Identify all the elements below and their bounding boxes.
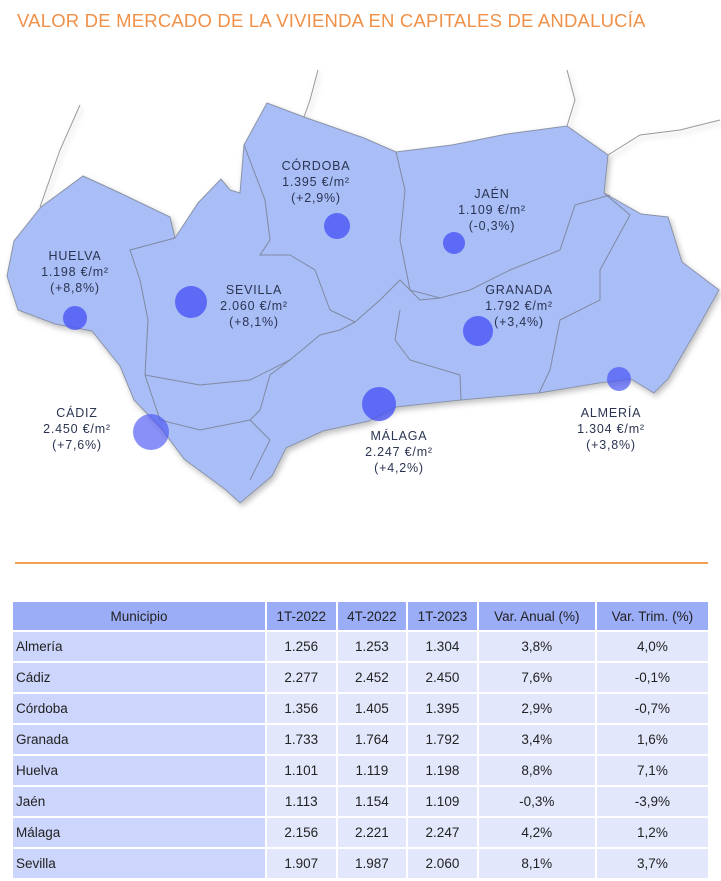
cell-municipio: Málaga [13,818,265,847]
cell-value: 1,2% [596,818,708,847]
cell-municipio: Almería [13,632,265,661]
cell-value: 2.060 [408,849,477,878]
cell-value: 7,6% [478,663,595,692]
label-sevilla: SEVILLA 2.060 €/m² (+8,1%) [220,283,288,329]
price-table: Municipio 1T-2022 4T-2022 1T-2023 Var. A… [11,600,710,880]
cell-value: 1.907 [267,849,336,878]
cell-value: 2.247 [408,818,477,847]
cell-value: 1.154 [337,787,407,816]
cell-value: 1.198 [408,756,477,785]
cell-value: 4,2% [478,818,595,847]
cell-value: 4,0% [596,632,708,661]
label-cordoba: CÓRDOBA 1.395 €/m² (+2,9%) [281,159,351,205]
label-cadiz: CÁDIZ 2.450 €/m² (+7,6%) [43,406,111,452]
label-granada: GRANADA 1.792 €/m² (+3,4%) [485,283,553,329]
divider [15,562,708,564]
province-borders [129,144,631,481]
marker-jaen [443,232,465,254]
label-malaga: MÁLAGA 2.247 €/m² (+4,2%) [365,429,433,475]
page-title: VALOR DE MERCADO DE LA VIVIENDA EN CAPIT… [17,10,646,31]
label-huelva: HUELVA 1.198 €/m² (+8,8%) [41,249,109,295]
cell-municipio: Córdoba [13,694,265,723]
andalucia-region [6,102,720,504]
col-header: Var. Trim. (%) [596,602,708,630]
cell-value: 2.450 [408,663,477,692]
cell-value: -0,1% [596,663,708,692]
label-almeria: ALMERÍA 1.304 €/m² (+3,8%) [577,406,645,452]
cell-value: 1.733 [267,725,336,754]
cell-value: 8,8% [478,756,595,785]
cell-value: 1.256 [267,632,336,661]
neighbor-borders [39,69,721,208]
cell-municipio: Jaén [13,787,265,816]
table-header: Municipio 1T-2022 4T-2022 1T-2023 Var. A… [13,602,708,630]
marker-almeria [607,367,631,391]
col-header: Municipio [13,602,265,630]
cell-value: 2,9% [478,694,595,723]
cell-value: -0,3% [478,787,595,816]
cell-value: 1.253 [337,632,407,661]
cell-value: 1.109 [408,787,477,816]
marker-huelva [63,306,87,330]
cell-value: 3,7% [596,849,708,878]
cell-value: 2.156 [267,818,336,847]
table-row: Cádiz 2.277 2.452 2.450 7,6% -0,1% [13,663,708,692]
cell-value: 8,1% [478,849,595,878]
cell-value: 1.113 [267,787,336,816]
cell-municipio: Sevilla [13,849,265,878]
cell-value: 1.792 [408,725,477,754]
cell-value: 2.277 [267,663,336,692]
table-row: Huelva 1.101 1.119 1.198 8,8% 7,1% [13,756,708,785]
cell-value: 1,6% [596,725,708,754]
andalucia-map [6,69,721,504]
table-row: Almería 1.256 1.253 1.304 3,8% 4,0% [13,632,708,661]
table-row: Jaén 1.113 1.154 1.109 -0,3% -3,9% [13,787,708,816]
marker-sevilla [175,286,207,318]
label-jaen: JAÉN 1.109 €/m² (-0,3%) [458,187,526,233]
cell-value: 1.356 [267,694,336,723]
cell-value: -3,9% [596,787,708,816]
cell-municipio: Granada [13,725,265,754]
cell-value: 1.304 [408,632,477,661]
cell-value: 1.101 [267,756,336,785]
col-header: Var. Anual (%) [478,602,595,630]
cell-value: 3,4% [478,725,595,754]
cell-value: 3,8% [478,632,595,661]
cell-municipio: Huelva [13,756,265,785]
cell-value: -0,7% [596,694,708,723]
cell-value: 1.987 [337,849,407,878]
cell-value: 2.452 [337,663,407,692]
cell-value: 7,1% [596,756,708,785]
col-header: 1T-2023 [408,602,477,630]
cell-value: 1.395 [408,694,477,723]
cell-value: 1.119 [337,756,407,785]
cell-value: 1.764 [337,725,407,754]
col-header: 4T-2022 [337,602,407,630]
cell-municipio: Cádiz [13,663,265,692]
marker-cordoba [324,213,350,239]
table-row: Málaga 2.156 2.221 2.247 4,2% 1,2% [13,818,708,847]
city-markers [63,213,631,450]
marker-granada [463,316,493,346]
marker-cadiz [133,414,169,450]
marker-malaga [362,387,396,421]
col-header: 1T-2022 [267,602,336,630]
table-row: Córdoba 1.356 1.405 1.395 2,9% -0,7% [13,694,708,723]
cell-value: 1.405 [337,694,407,723]
table-row: Sevilla 1.907 1.987 2.060 8,1% 3,7% [13,849,708,878]
cell-value: 2.221 [337,818,407,847]
table-row: Granada 1.733 1.764 1.792 3,4% 1,6% [13,725,708,754]
